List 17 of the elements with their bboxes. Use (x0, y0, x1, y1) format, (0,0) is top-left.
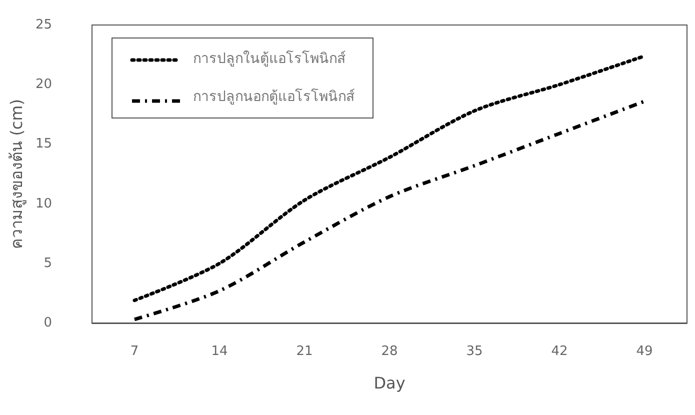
y-tick-label: 10 (35, 196, 52, 212)
y-axis-title: ความสูงของต้น (cm) (7, 99, 28, 249)
y-tick-label: 20 (35, 77, 52, 92)
y-tick-label: 5 (44, 256, 52, 271)
x-tick-label: 42 (551, 344, 568, 359)
x-tick-label: 35 (466, 344, 483, 359)
legend-label: การปลูกในตู้แอโรโพนิกส์ (193, 50, 346, 67)
x-tick-label: 28 (381, 344, 398, 359)
x-tick-label: 49 (636, 344, 653, 359)
y-tick-label: 25 (35, 18, 52, 32)
legend-label: การปลูกนอกตู้แอโรโพนิกส์ (193, 88, 355, 105)
y-tick-label: 15 (35, 136, 52, 152)
x-tick-label: 7 (130, 344, 139, 359)
x-axis-title: Day (374, 374, 406, 392)
x-tick-label: 21 (296, 344, 313, 359)
x-tick-label: 14 (211, 344, 228, 359)
y-tick-label: 0 (44, 316, 52, 330)
